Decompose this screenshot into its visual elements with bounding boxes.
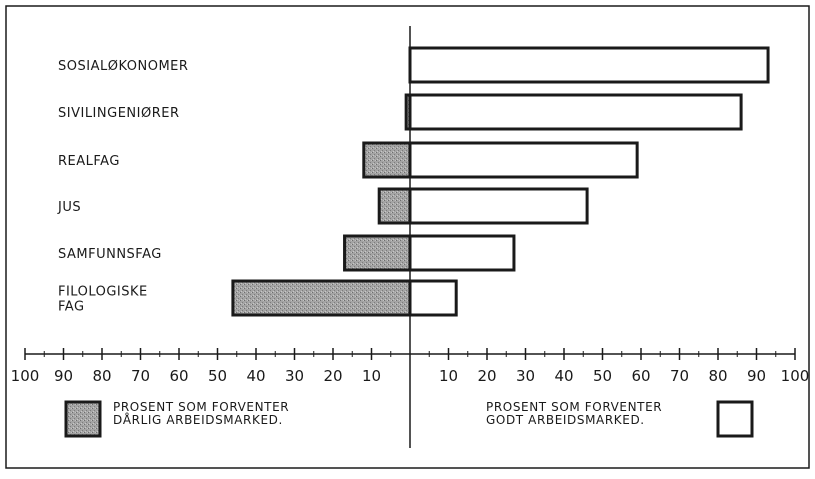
tick-label-left-60: 60 (169, 367, 188, 385)
legend-label-poor: PROSENT SOM FORVENTER DÅRLIG ARBEIDSMARKE… (113, 400, 289, 427)
tick-label-left-50: 50 (208, 367, 227, 385)
category-label-1: SOSIALØKONOMER (58, 59, 188, 74)
tick-label-right-10: 10 (439, 367, 458, 385)
chart-border (5, 5, 810, 469)
legend-swatch-good (716, 400, 754, 438)
bar-good-5 (408, 234, 516, 272)
tick-label-left-80: 80 (92, 367, 111, 385)
bar-poor-5 (343, 234, 412, 272)
tick-label-left-40: 40 (246, 367, 265, 385)
legend-label-good: PROSENT SOM FORVENTER GODT ARBEIDSMARKED. (486, 400, 662, 427)
tick-label-left-100: 100 (11, 367, 40, 385)
tick-label-right-100: 100 (781, 367, 810, 385)
bar-good-4 (408, 187, 589, 225)
tick-label-left-90: 90 (54, 367, 73, 385)
category-label-4: JUS (57, 200, 81, 215)
tick-label-left-20: 20 (323, 367, 342, 385)
tick-label-left-70: 70 (131, 367, 150, 385)
bar-good-6 (408, 279, 458, 317)
bar-poor-6 (231, 279, 412, 317)
tick-label-right-20: 20 (477, 367, 496, 385)
category-label-5: SAMFUNNSFAG (58, 247, 162, 262)
category-label-6: FILOLOGISKE FAG (58, 285, 148, 315)
bar-good-3 (408, 141, 639, 179)
bar-good-1 (408, 46, 770, 84)
tick-label-right-70: 70 (670, 367, 689, 385)
tick-label-left-10: 10 (362, 367, 381, 385)
legend-swatch-poor (64, 400, 102, 438)
tick-label-right-60: 60 (631, 367, 650, 385)
category-label-2: SIVILINGENIØRER (58, 106, 179, 121)
tick-label-right-30: 30 (516, 367, 535, 385)
tick-label-left-30: 30 (285, 367, 304, 385)
tick-label-right-50: 50 (593, 367, 612, 385)
category-label-3: REALFAG (58, 154, 120, 169)
tick-label-right-80: 80 (708, 367, 727, 385)
bar-poor-4 (377, 187, 412, 225)
bar-good-2 (408, 93, 743, 131)
tick-label-right-40: 40 (554, 367, 573, 385)
tick-label-right-90: 90 (747, 367, 766, 385)
bar-poor-3 (362, 141, 412, 179)
